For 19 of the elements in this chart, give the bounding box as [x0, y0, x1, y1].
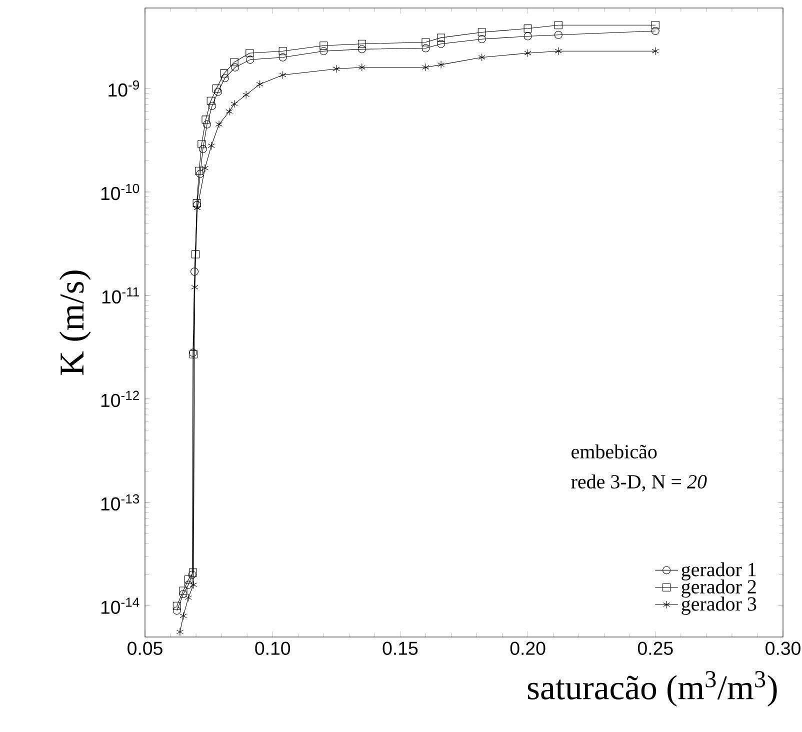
x-tick-label: 0.10	[255, 642, 290, 655]
x-tick-label: 0.25	[638, 642, 673, 655]
x-tick-label: 0.20	[510, 642, 546, 655]
y-tick-label: 10$^{-10}$	[101, 184, 140, 200]
y-tick-label: 10$^{-11}$	[102, 287, 139, 304]
legend-label: gerador 3	[682, 596, 756, 615]
annotation: embebicão	[572, 444, 657, 458]
annotation: rede 3-D, N = 20	[571, 474, 707, 492]
x-tick-label: 0.30	[766, 642, 800, 655]
x-axis-title: saturacão (m$^{3}$/m$^{3}$)	[528, 671, 777, 707]
y-tick-label: 10$^{-13}$	[101, 494, 140, 511]
y-tick-label: 10$^{-14}$	[101, 598, 140, 614]
x-tick-label: 0.15	[382, 642, 418, 655]
legend-label: gerador 2	[682, 579, 756, 598]
y-axis-title: K (m/s)	[59, 270, 91, 375]
x-tick-label: 0.05	[128, 642, 162, 655]
y-tick-label: 10$^{-9}$	[108, 80, 140, 97]
legend-label: gerador 1	[682, 562, 756, 580]
y-tick-label: 10$^{-12}$	[101, 390, 139, 408]
